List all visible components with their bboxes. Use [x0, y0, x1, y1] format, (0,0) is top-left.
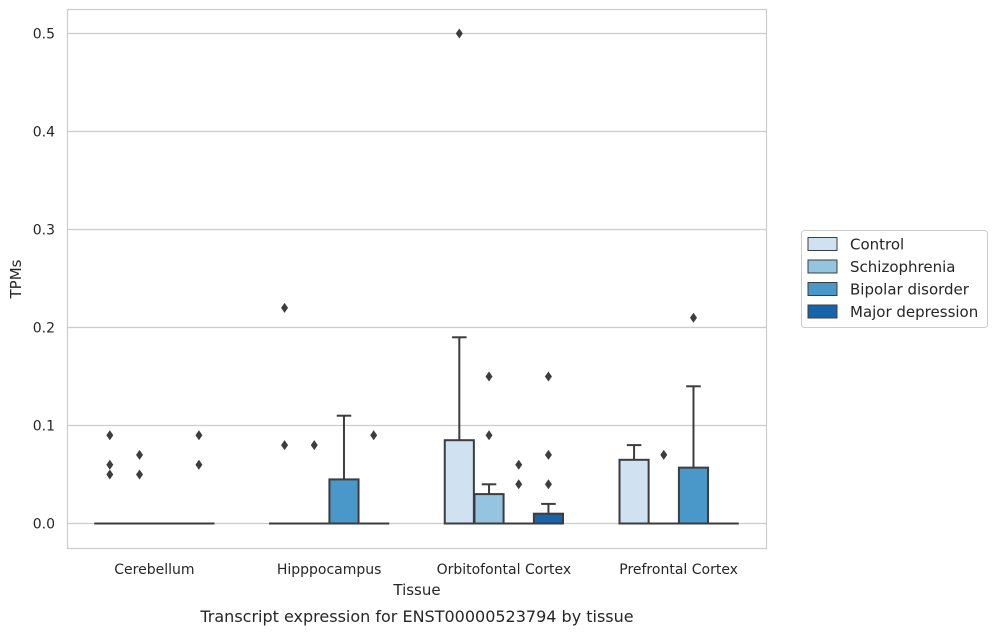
box-group: [473, 371, 505, 525]
legend-frame: [801, 230, 988, 328]
outlier-point: [370, 430, 378, 441]
x-tick-labels: Cerebellum Hipppocampus Orbitofontal Corte…: [114, 562, 738, 578]
y-tick-label: 0.4: [33, 125, 55, 141]
x-tick-label: Orbitofontal Cortex: [437, 562, 572, 578]
box-group: [443, 28, 475, 525]
outlier-point: [515, 459, 523, 470]
box-rect: [443, 439, 475, 525]
y-tick-labels: 0.0 0.1 0.2 0.3 0.4 0.5: [33, 27, 55, 533]
legend-label: Schizophrenia: [850, 258, 955, 276]
y-tick-label: 0.2: [33, 321, 55, 337]
outlier-point: [106, 430, 114, 441]
outlier-point: [485, 430, 493, 441]
box-group: [358, 430, 390, 525]
plot-frame: [66, 8, 768, 550]
box-group: [532, 371, 564, 525]
legend-label: Major depression: [850, 303, 978, 321]
outlier-point: [136, 449, 144, 460]
outlier-point: [455, 28, 463, 39]
outlier-point: [515, 479, 523, 490]
box-series: [94, 28, 739, 525]
y-tick-label: 0.0: [33, 517, 55, 533]
legend-swatch: [807, 237, 838, 251]
outlier-point: [281, 302, 289, 313]
y-tick-label: 0.1: [33, 419, 55, 435]
x-tick-label: Hipppocampus: [277, 562, 382, 578]
legend-swatch: [807, 304, 838, 319]
x-tick-label: Cerebellum: [114, 562, 194, 578]
outlier-point: [544, 449, 552, 460]
outlier-point: [195, 459, 203, 470]
x-axis-label: Tissue: [392, 581, 440, 599]
y-tick-label: 0.5: [33, 27, 55, 43]
box-rect: [677, 466, 710, 525]
box-rect: [328, 478, 360, 525]
legend-items: Control Schizophrenia Bipolar disorder Majo…: [807, 236, 978, 321]
outlier-point: [689, 312, 697, 323]
box-rect: [532, 512, 564, 525]
box-group: [648, 449, 680, 525]
outlier-point: [544, 479, 552, 490]
outlier-point: [660, 449, 668, 460]
outlier-point: [106, 469, 114, 480]
chart-caption: Transcript expression for ENST0000052379…: [199, 607, 633, 626]
legend-label: Control: [850, 236, 904, 254]
outlier-point: [310, 440, 318, 451]
legend: Control Schizophrenia Bipolar disorder Majo…: [801, 230, 988, 328]
box-group: [94, 430, 126, 525]
plot-area: [67, 9, 767, 549]
box-group: [618, 444, 650, 525]
legend-swatch: [807, 259, 838, 274]
box-group: [677, 312, 710, 525]
outlier-point: [544, 371, 552, 382]
y-tick-label: 0.3: [33, 223, 55, 239]
x-tick-label: Prefrontal Cortex: [619, 562, 738, 578]
legend-label: Bipolar disorder: [850, 281, 970, 299]
outlier-point: [485, 371, 493, 382]
outlier-point: [281, 440, 289, 451]
box-rect: [618, 458, 650, 525]
box-group: [328, 414, 360, 525]
legend-swatch: [807, 282, 838, 296]
box-rect: [473, 493, 505, 525]
outlier-point: [106, 459, 114, 470]
box-group: [123, 449, 156, 525]
box-group: [183, 430, 215, 525]
outlier-point: [136, 469, 144, 480]
y-axis-label: TPMs: [7, 259, 25, 299]
outlier-point: [195, 430, 203, 441]
